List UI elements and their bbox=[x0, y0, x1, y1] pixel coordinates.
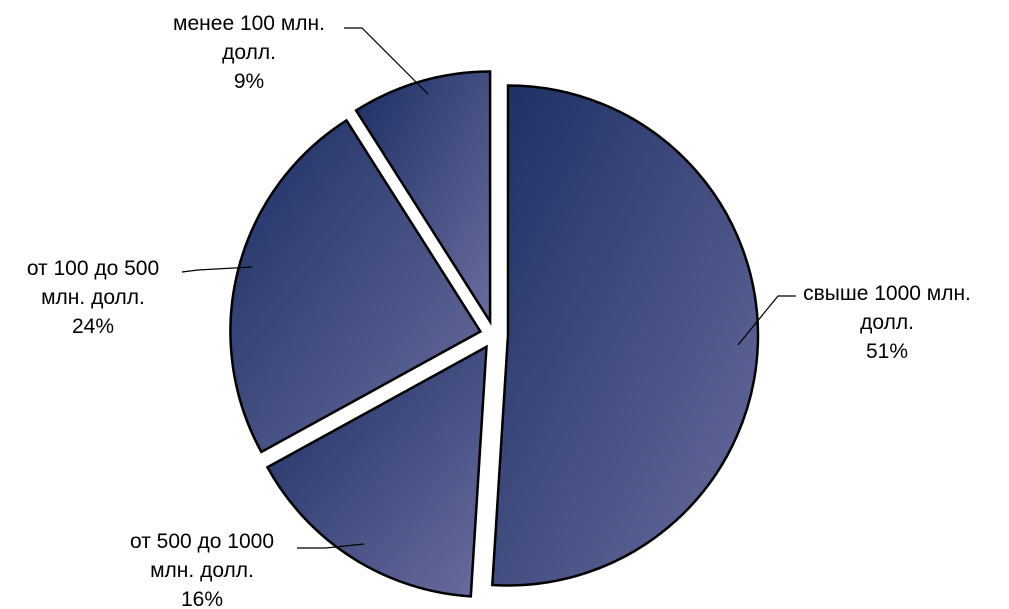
leader-line-1 bbox=[737, 295, 796, 346]
leader-line-4 bbox=[344, 27, 429, 95]
slice-percent: 51% bbox=[866, 340, 908, 363]
slice-percent: 24% bbox=[72, 315, 114, 338]
slice-label-line: долл. bbox=[860, 311, 914, 334]
slice-label-2: от 500 до 1000 млн. долл. 16% bbox=[130, 530, 274, 609]
slice-label-line: свыше 1000 млн. bbox=[803, 282, 971, 305]
leader-line-2 bbox=[297, 543, 365, 549]
slice-label-line: от 500 до 1000 bbox=[130, 530, 274, 553]
pie-slice-2 bbox=[265, 344, 488, 598]
slice-percent: 9% bbox=[234, 70, 264, 93]
leader-line-3 bbox=[181, 266, 253, 273]
slice-percent: 16% bbox=[181, 588, 223, 609]
slice-label-3: от 100 до 500 млн. долл. 24% bbox=[27, 257, 159, 338]
slice-label-line: млн. долл. bbox=[41, 286, 145, 309]
slice-label-1: свыше 1000 млн. долл. 51% bbox=[803, 282, 971, 363]
pie-slice-4 bbox=[354, 70, 492, 326]
slice-label-line: от 100 до 500 bbox=[27, 257, 159, 280]
slice-label-4: менее 100 млн. долл. 9% bbox=[173, 12, 325, 93]
slice-label-line: млн. долл. bbox=[150, 559, 254, 582]
slice-label-line: менее 100 млн. bbox=[173, 12, 325, 35]
slice-label-line: долл. bbox=[222, 41, 276, 64]
pie-slice-3 bbox=[229, 118, 483, 454]
pie-slice-1 bbox=[490, 84, 760, 587]
